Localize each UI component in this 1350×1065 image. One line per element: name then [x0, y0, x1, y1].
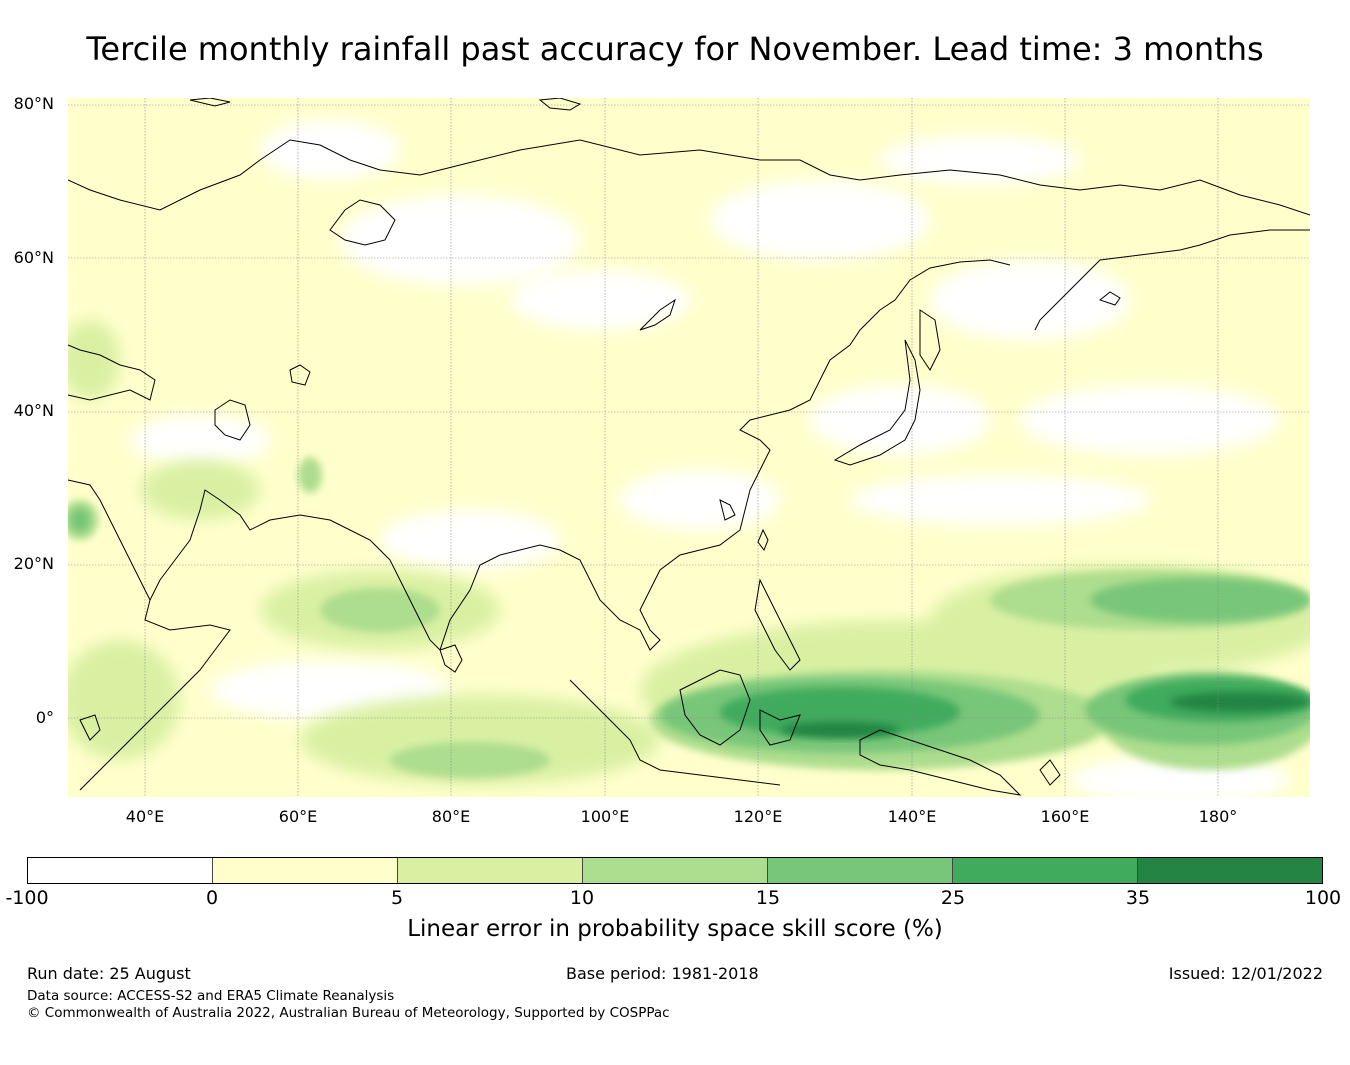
base-period: Base period: 1981-2018	[566, 964, 759, 983]
run-date: Run date: 25 August	[27, 964, 191, 983]
lat-label-20n: 20°N	[13, 554, 54, 573]
colorbar	[27, 857, 1323, 884]
gridlines	[68, 98, 1310, 797]
colorbar-tick: 0	[205, 887, 219, 909]
colorbar-tick: 10	[569, 887, 595, 909]
colorbar-segment	[953, 858, 1138, 883]
colorbar-tick: 25	[940, 887, 966, 909]
colorbar-tick: -100	[5, 887, 49, 909]
lon-label-140e: 140°E	[887, 807, 937, 826]
lon-label-160e: 160°E	[1040, 807, 1090, 826]
colorbar-segment	[768, 858, 953, 883]
colorbar-segment	[213, 858, 398, 883]
colorbar-label: Linear error in probability space skill …	[407, 916, 943, 942]
colorbar-tick: 35	[1125, 887, 1151, 909]
lon-label-180: 180°	[1198, 807, 1238, 826]
data-source: Data source: ACCESS-S2 and ERA5 Climate …	[27, 988, 395, 1004]
skill-field	[68, 98, 1310, 797]
lat-label-40n: 40°N	[13, 401, 54, 420]
lat-label-80n: 80°N	[13, 94, 54, 113]
lon-label-120e: 120°E	[733, 807, 783, 826]
colorbar-tick: 100	[1304, 887, 1342, 909]
copyright: © Commonwealth of Australia 2022, Austra…	[27, 1005, 670, 1021]
colorbar-tick: 15	[755, 887, 781, 909]
lat-label-60n: 60°N	[13, 248, 54, 267]
colorbar-tick: 5	[390, 887, 404, 909]
colorbar-segment	[398, 858, 583, 883]
chart-title: Tercile monthly rainfall past accuracy f…	[86, 30, 1264, 68]
colorbar-segment	[583, 858, 768, 883]
coastlines	[68, 98, 1310, 796]
lon-label-40e: 40°E	[125, 807, 165, 826]
colorbar-segment	[1138, 858, 1322, 883]
lat-label-0: 0°	[35, 708, 54, 727]
lon-label-60e: 60°E	[278, 807, 318, 826]
lon-label-80e: 80°E	[431, 807, 471, 826]
colorbar-segment	[28, 858, 213, 883]
lon-label-100e: 100°E	[580, 807, 630, 826]
issued-date: Issued: 12/01/2022	[1168, 964, 1323, 983]
